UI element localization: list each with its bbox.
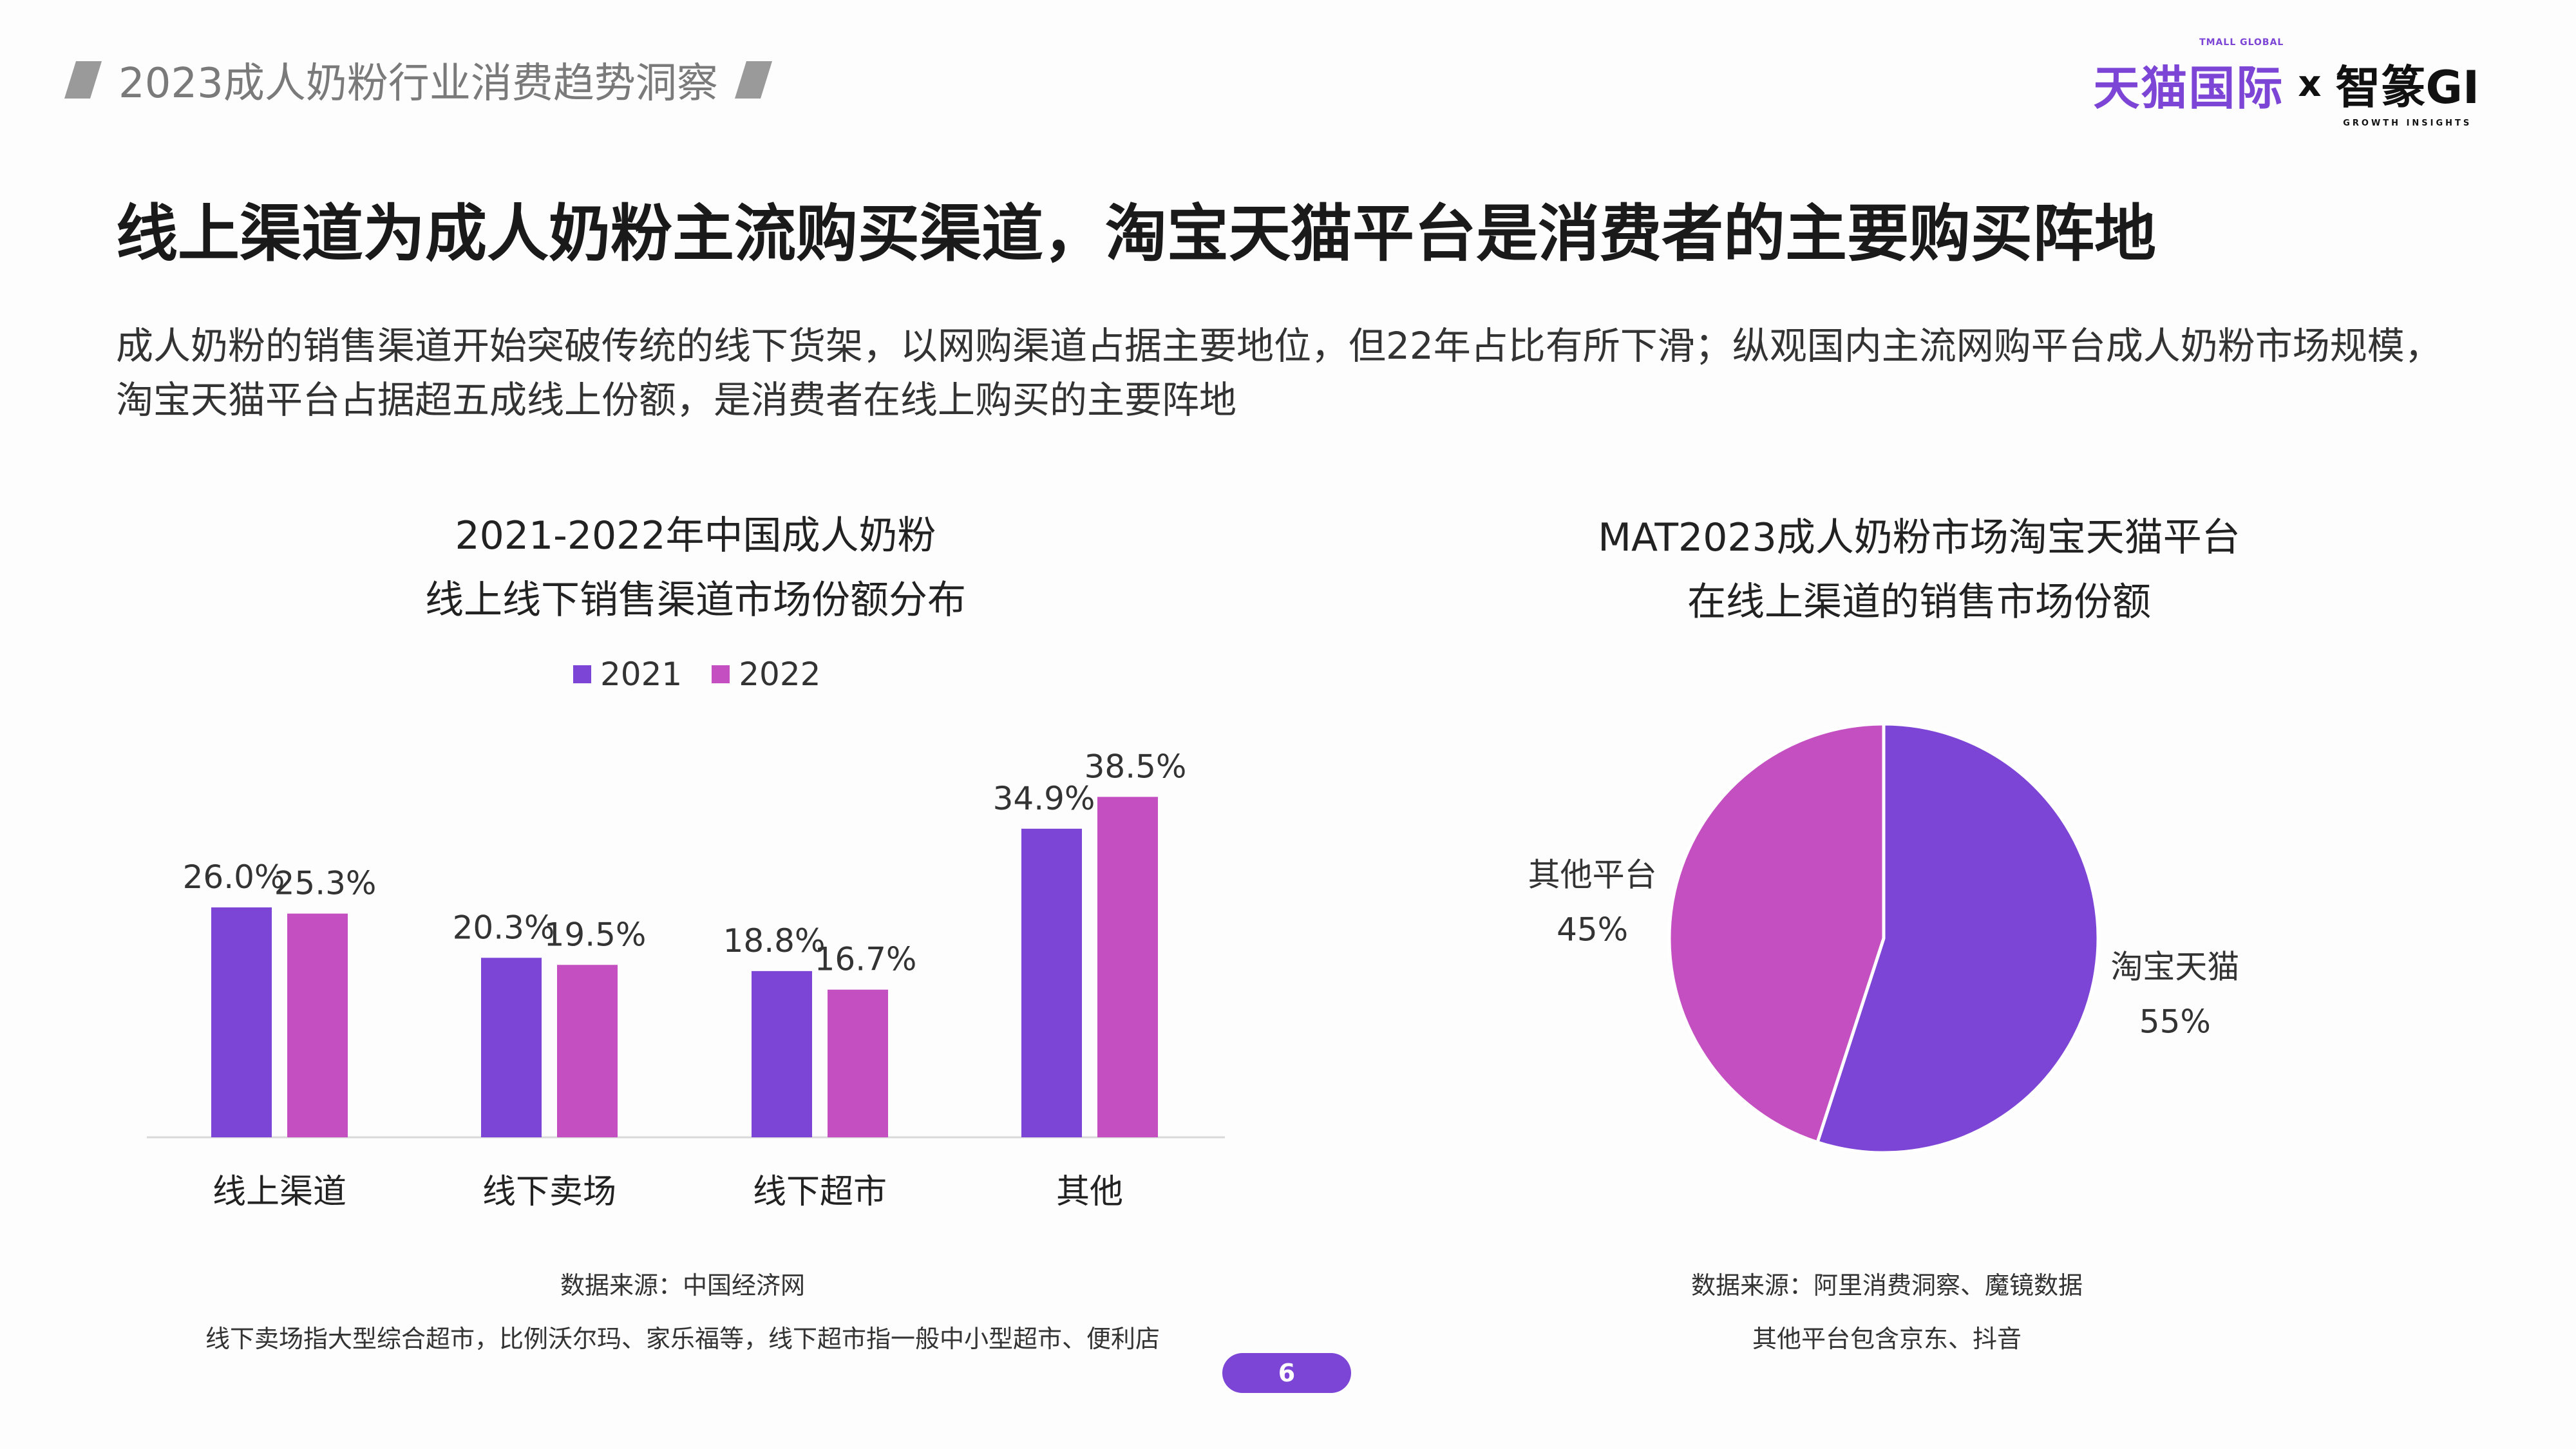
partner-logo-text: 智篆GI bbox=[2335, 61, 2479, 114]
tmall-global-logo: TMALL GLOBAL 天猫国际 bbox=[2093, 37, 2284, 118]
pie-slice-2 bbox=[1667, 722, 1886, 1144]
page-number-badge: 6 bbox=[1222, 1353, 1351, 1393]
legend-label-2021: 2021 bbox=[600, 656, 683, 693]
data-label-2022-3: 16.7% bbox=[815, 941, 917, 978]
pie-chart-title: MAT2023成人奶粉市场淘宝天猫平台 bbox=[1598, 515, 2240, 560]
bar-chart-legend: 2021 2022 bbox=[573, 656, 821, 693]
bar-2022-1 bbox=[287, 913, 348, 1137]
bar-chart-source: 数据来源：中国经济网 bbox=[560, 1271, 805, 1300]
data-label-2022-4: 38.5% bbox=[1084, 748, 1187, 785]
data-label-2021-3: 18.8% bbox=[723, 922, 826, 960]
x-tick-label-3: 线下超市 bbox=[753, 1173, 887, 1211]
bar-2022-2 bbox=[557, 965, 618, 1137]
pie-value-2: 45% bbox=[1557, 911, 1628, 948]
data-label-2021-2: 20.3% bbox=[453, 909, 555, 946]
pie-chart-source: 数据来源：阿里消费洞察、魔镜数据 bbox=[1690, 1271, 2083, 1300]
pie-chart-title-block: MAT2023成人奶粉市场淘宝天猫平台 在线上渠道的销售市场份额 bbox=[1501, 506, 2338, 634]
slash-decor-icon bbox=[734, 61, 772, 99]
pie-label-2: 其他平台 bbox=[1528, 856, 1657, 893]
pie-chart-subtitle: 在线上渠道的销售市场份额 bbox=[1687, 580, 2151, 625]
pie-slice-1 bbox=[1815, 722, 2100, 1155]
pie-label-1: 淘宝天猫 bbox=[2110, 949, 2239, 986]
logo-separator: x bbox=[2298, 62, 2322, 105]
x-tick-label-4: 其他 bbox=[1056, 1173, 1123, 1211]
legend-label-2022: 2022 bbox=[739, 656, 821, 693]
bar-chart-title: 2021-2022年中国成人奶粉 bbox=[455, 513, 936, 558]
bar-chart-note: 线下卖场指大型综合超市，比例沃尔玛、家乐福等，线下超市指一般中小型超市、便利店 bbox=[205, 1325, 1160, 1353]
bar-chart-subtitle: 线上线下销售渠道市场份额分布 bbox=[425, 578, 966, 623]
description-line: 成人奶粉的销售渠道开始突破传统的线下货架，以网购渠道占据主要地位，但22年占比有… bbox=[116, 324, 2442, 368]
report-header: 2023成人奶粉行业消费趋势洞察 bbox=[64, 50, 772, 109]
tmall-logo-text: 天猫国际 bbox=[2093, 61, 2284, 115]
pie-chart-note: 其他平台包含京东、抖音 bbox=[1752, 1325, 2022, 1353]
partner-logo-sub: GROWTH INSIGHTS bbox=[2343, 118, 2472, 128]
legend-item-2021: 2021 bbox=[573, 656, 682, 693]
brand-logos: TMALL GLOBAL 天猫国际 x 智篆GI GROWTH INSIGHTS bbox=[2093, 37, 2479, 128]
x-tick-label-1: 线上渠道 bbox=[213, 1173, 346, 1211]
description-line: 淘宝天猫平台占据超五成线上份额，是消费者在线上购买的主要阵地 bbox=[116, 378, 1237, 422]
bar-2022-3 bbox=[828, 989, 888, 1137]
data-label-2021-4: 34.9% bbox=[993, 780, 1095, 817]
report-title: 2023成人奶粉行业消费趋势洞察 bbox=[118, 60, 718, 108]
pie-value-1: 55% bbox=[2139, 1003, 2211, 1041]
bar-2021-2 bbox=[481, 958, 542, 1137]
legend-item-2022: 2022 bbox=[712, 656, 821, 693]
tmall-logo-sub: TMALL GLOBAL bbox=[2199, 37, 2284, 48]
legend-swatch-2022 bbox=[712, 665, 730, 683]
data-label-2022-1: 25.3% bbox=[274, 865, 377, 902]
data-label-2022-2: 19.5% bbox=[544, 916, 647, 953]
bar-2021-1 bbox=[211, 907, 272, 1137]
page-description: 成人奶粉的销售渠道开始突破传统的线下货架，以网购渠道占据主要地位，但22年占比有… bbox=[116, 319, 2499, 427]
bar-2022-4 bbox=[1097, 797, 1158, 1137]
legend-swatch-2021 bbox=[573, 665, 591, 683]
partner-logo: 智篆GI GROWTH INSIGHTS bbox=[2335, 52, 2479, 128]
x-tick-label-2: 线下卖场 bbox=[482, 1173, 616, 1211]
bar-2021-4 bbox=[1021, 828, 1082, 1137]
data-label-2021-1: 26.0% bbox=[183, 858, 285, 896]
bar-2021-3 bbox=[752, 971, 812, 1137]
bar-chart-title-block: 2021-2022年中国成人奶粉 线上线下销售渠道市场份额分布 bbox=[277, 504, 1114, 632]
page-headline: 线上渠道为成人奶粉主流购买渠道，淘宝天猫平台是消费者的主要购买阵地 bbox=[116, 198, 2156, 270]
slash-decor-icon bbox=[64, 61, 102, 99]
